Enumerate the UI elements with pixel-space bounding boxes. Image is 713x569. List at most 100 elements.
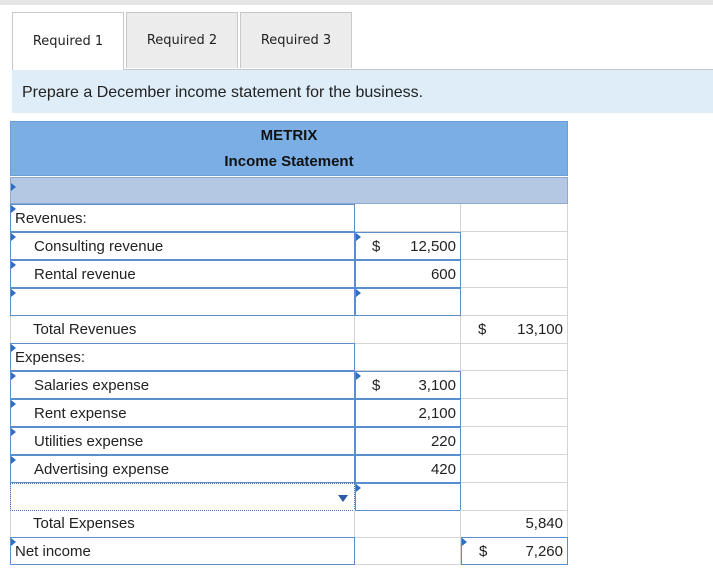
empty-cell xyxy=(461,343,568,371)
input-marker-icon xyxy=(11,233,16,241)
expense-amount: 420 xyxy=(430,461,456,478)
expense-label: Utilities expense xyxy=(34,433,144,450)
expense-amount-input[interactable]: $ 3,100 xyxy=(355,371,461,399)
input-marker-icon xyxy=(462,538,467,546)
empty-cell xyxy=(461,399,568,427)
revenues-label: Revenues: xyxy=(15,210,87,227)
income-statement-sheet: METRIX Income Statement Revenues: Consul… xyxy=(10,121,568,565)
expense-label: Advertising expense xyxy=(34,461,170,478)
expense-amount-input[interactable] xyxy=(355,483,461,511)
expense-amount: 3,100 xyxy=(418,377,456,394)
expense-label-input[interactable]: Rent expense xyxy=(10,399,355,427)
empty-cell xyxy=(461,427,568,455)
input-marker-icon xyxy=(356,372,361,380)
statement-title: Income Statement xyxy=(10,149,568,176)
expense-label-input[interactable]: Salaries expense xyxy=(10,371,355,399)
expense-label: Rent expense xyxy=(34,405,127,422)
dollar-sign: $ xyxy=(372,377,381,394)
total-revenues-row: Total Revenues $ 13,100 xyxy=(10,316,568,344)
top-divider xyxy=(0,0,713,5)
empty-cell xyxy=(461,371,568,399)
empty-cell xyxy=(461,260,568,288)
expenses-label: Expenses: xyxy=(15,349,86,366)
total-expenses-row: Total Expenses 5,840 xyxy=(10,510,568,538)
net-income-label-input[interactable]: Net income xyxy=(10,537,355,565)
expense-amount-input[interactable]: 420 xyxy=(355,455,461,483)
expense-label: Salaries expense xyxy=(34,377,150,394)
dollar-sign: $ xyxy=(372,238,381,255)
input-marker-icon xyxy=(356,233,361,241)
input-marker-icon xyxy=(11,372,16,380)
revenues-header-row: Revenues: xyxy=(10,204,568,232)
total-expenses-label-cell: Total Expenses xyxy=(10,510,355,538)
revenue-amount-input[interactable] xyxy=(355,288,461,316)
empty-cell xyxy=(461,232,568,260)
expense-label-input[interactable]: Utilities expense xyxy=(10,427,355,455)
expense-row: Salaries expense $ 3,100 xyxy=(10,371,568,399)
input-marker-icon xyxy=(11,289,16,297)
total-expenses-amount: 5,840 xyxy=(525,515,563,532)
empty-cell xyxy=(461,204,568,232)
input-marker-icon xyxy=(11,400,16,408)
net-income-amount-input[interactable]: $ 7,260 xyxy=(461,537,568,565)
revenue-row: Rental revenue 600 xyxy=(10,260,568,288)
empty-cell xyxy=(355,537,461,565)
empty-cell xyxy=(355,343,461,371)
total-revenues-amount-cell: $ 13,100 xyxy=(461,316,568,344)
tab-underline xyxy=(12,69,713,70)
empty-cell xyxy=(461,288,568,316)
total-expenses-label: Total Expenses xyxy=(33,515,135,532)
expense-amount: 220 xyxy=(430,433,456,450)
input-marker-icon xyxy=(11,183,16,191)
revenue-row: Consulting revenue $ 12,500 xyxy=(10,232,568,260)
revenue-amount-input[interactable]: 600 xyxy=(355,260,461,288)
company-name: METRIX xyxy=(10,121,568,149)
input-marker-icon xyxy=(11,205,16,213)
expense-row: Utilities expense 220 xyxy=(10,427,568,455)
empty-cell xyxy=(461,455,568,483)
revenue-label-input[interactable] xyxy=(10,288,355,316)
revenue-amount: 12,500 xyxy=(410,238,456,255)
tab-required-1[interactable]: Required 1 xyxy=(12,12,124,70)
dollar-sign: $ xyxy=(478,321,487,338)
tab-required-3[interactable]: Required 3 xyxy=(240,12,352,68)
expense-amount-input[interactable]: 220 xyxy=(355,427,461,455)
revenues-label-input[interactable]: Revenues: xyxy=(10,204,355,232)
input-marker-icon xyxy=(11,344,16,352)
input-marker-icon xyxy=(11,538,16,546)
expense-amount-input[interactable]: 2,100 xyxy=(355,399,461,427)
expense-row: Rent expense 2,100 xyxy=(10,399,568,427)
total-revenues-amount: 13,100 xyxy=(517,321,563,338)
input-marker-icon xyxy=(11,456,16,464)
expense-label-dropdown[interactable] xyxy=(10,483,355,511)
expenses-label-input[interactable]: Expenses: xyxy=(10,343,355,371)
net-income-row: Net income $ 7,260 xyxy=(10,537,568,565)
revenue-row-empty xyxy=(10,288,568,316)
revenue-label: Consulting revenue xyxy=(34,238,164,255)
net-income-amount: 7,260 xyxy=(525,543,563,560)
revenue-amount: 600 xyxy=(430,266,456,283)
instruction-banner: Prepare a December income statement for … xyxy=(12,70,713,113)
expense-label-input[interactable]: Advertising expense xyxy=(10,455,355,483)
empty-cell xyxy=(355,204,461,232)
total-expenses-amount-cell: 5,840 xyxy=(461,510,568,538)
revenue-amount-input[interactable]: $ 12,500 xyxy=(355,232,461,260)
empty-cell xyxy=(355,316,461,344)
revenue-label-input[interactable]: Rental revenue xyxy=(10,260,355,288)
empty-cell xyxy=(461,483,568,511)
instruction-text: Prepare a December income statement for … xyxy=(22,84,424,101)
tab-required-2[interactable]: Required 2 xyxy=(126,12,238,68)
input-marker-icon xyxy=(356,289,361,297)
expense-row: Advertising expense 420 xyxy=(10,455,568,483)
total-revenues-label: Total Revenues xyxy=(33,321,137,338)
empty-cell xyxy=(355,510,461,538)
net-income-label: Net income xyxy=(15,543,91,560)
statement-date-input[interactable] xyxy=(10,177,568,204)
dollar-sign: $ xyxy=(479,543,488,560)
revenue-label-input[interactable]: Consulting revenue xyxy=(10,232,355,260)
input-marker-icon xyxy=(356,484,361,492)
chevron-down-icon[interactable] xyxy=(338,495,348,502)
expenses-header-row: Expenses: xyxy=(10,343,568,371)
input-marker-icon xyxy=(11,428,16,436)
revenue-label: Rental revenue xyxy=(34,266,136,283)
